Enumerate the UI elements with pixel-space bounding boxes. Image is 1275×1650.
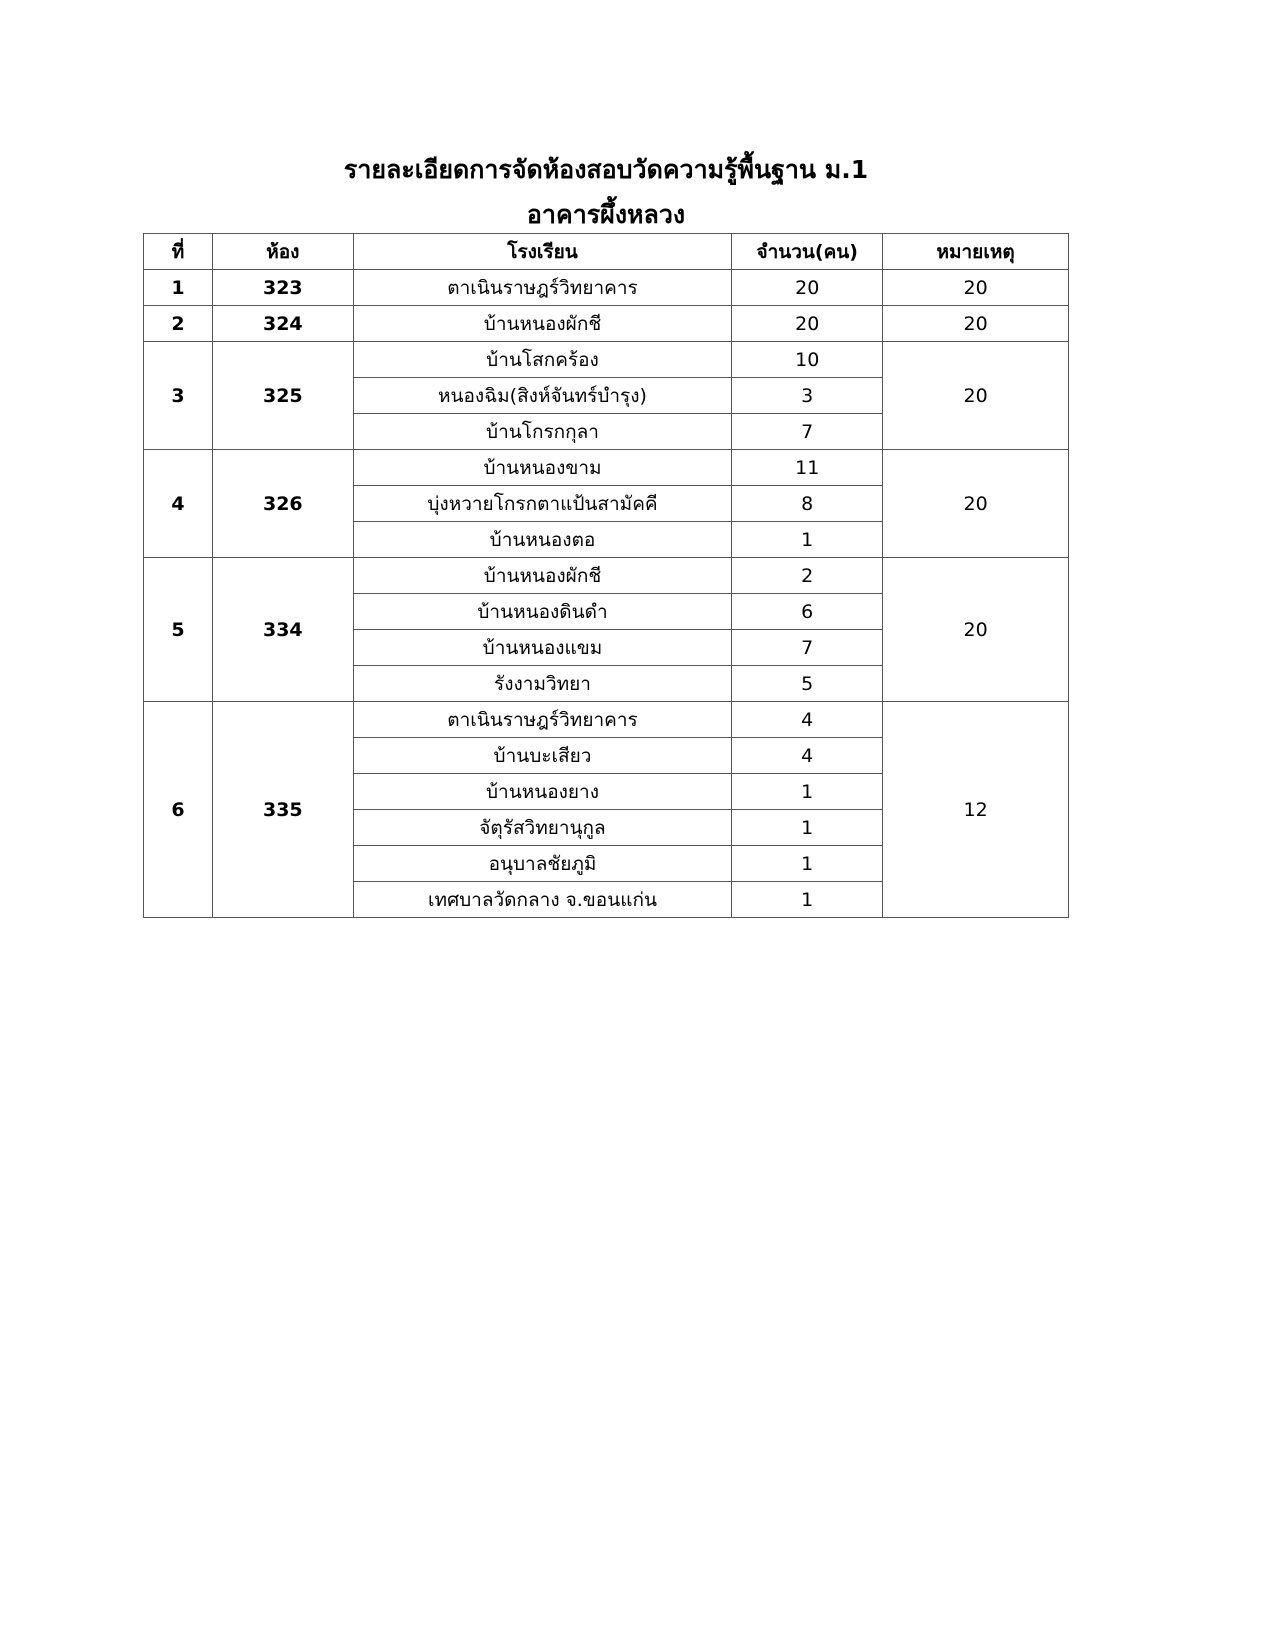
table-row: 2 324 บ้านหนองผักชี 20 20 [143,305,1069,342]
table-row: บ้านบะเสียว 4 [144,737,1069,774]
student-count: 10 [731,341,884,378]
table-row: บุ่งหวายโกรกตาแป้นสามัคคี 8 [144,485,1069,522]
school-name: บ้านโกรกกุลา [352,413,733,450]
school-name: รังงามวิทยา [352,665,733,702]
school-name: บ้านโสกคร้อง [352,341,733,378]
student-count: 1 [731,521,884,558]
student-count: 6 [731,593,884,630]
student-count: 1 [731,773,884,810]
student-count: 5 [731,665,884,702]
student-count: 20 [731,305,884,342]
table-row: บ้านหนองแขม 7 [144,629,1069,666]
student-count: 4 [731,737,884,774]
page-subtitle: อาคารผึ้งหลวง [526,200,686,229]
row-number: 1 [143,269,213,306]
school-name: ตาเนินราษฎร์วิทยาคาร [352,701,733,738]
exam-room-table: ที่ ห้อง โรงเรียน จำนวน(คน) หมายเหตุ 1 32… [143,233,1069,918]
room-number: 326 [211,449,354,558]
room-number: 325 [211,341,354,450]
school-name: บุ่งหวายโกรกตาแป้นสามัคคี [352,485,733,522]
header-no: ที่ [143,233,213,270]
school-name: เทศบาลวัดกลาง จ.ขอนแก่น [352,881,733,918]
room-number: 334 [211,557,354,702]
row-number: 5 [143,557,213,702]
school-name: อนุบาลชัยภูมิ [352,845,733,882]
row-number: 4 [143,449,213,558]
table-row: 4 326 บ้านหนองขาม 11 20 [143,449,1069,558]
note: 20 [882,449,1069,558]
school-name: จัตุรัสวิทยานุกูล [352,809,733,846]
student-count: 4 [731,701,884,738]
student-count: 8 [731,485,884,522]
row-number: 2 [143,305,213,342]
note: 20 [882,557,1069,702]
header-school: โรงเรียน [352,233,733,270]
table-row: หนองฉิม(สิงห์จันทร์บำรุง) 3 [144,377,1069,414]
note: 20 [882,305,1069,342]
student-count: 1 [731,809,884,846]
school-name: บ้านหนองแขม [352,629,733,666]
student-count: 1 [731,845,884,882]
school-name: บ้านหนองขาม [352,449,733,486]
table-row: บ้านหนองยาง 1 [144,773,1069,810]
note: 20 [882,341,1069,450]
school-name: บ้านหนองยาง [352,773,733,810]
student-count: 1 [731,881,884,918]
table-row: รังงามวิทยา 5 [144,665,1069,702]
student-count: 7 [731,413,884,450]
school-name: ตาเนินราษฎร์วิทยาคาร [352,269,733,306]
room-number: 324 [211,305,354,342]
school-name: บ้านหนองตอ [352,521,733,558]
table-row: 5 334 บ้านหนองผักชี 2 20 [143,557,1069,702]
row-number: 6 [143,701,213,918]
table-row: บ้านโกรกกุลา 7 [144,413,1069,450]
table-row: 1 323 ตาเนินราษฎร์วิทยาคาร 20 20 [143,269,1069,306]
room-number: 335 [211,701,354,918]
table-row: บ้านหนองตอ 1 [144,521,1069,558]
note: 12 [882,701,1069,918]
school-name: บ้านหนองดินดำ [352,593,733,630]
header-row: ที่ ห้อง โรงเรียน จำนวน(คน) หมายเหตุ [143,233,1069,270]
student-count: 2 [731,557,884,594]
room-number: 323 [211,269,354,306]
school-name: หนองฉิม(สิงห์จันทร์บำรุง) [352,377,733,414]
student-count: 3 [731,377,884,414]
note: 20 [882,269,1069,306]
school-name: บ้านหนองผักชี [352,557,733,594]
header-note: หมายเหตุ [882,233,1069,270]
student-count: 7 [731,629,884,666]
row-number: 3 [143,341,213,450]
table-row: 6 335 ตาเนินราษฎร์วิทยาคาร 4 12 [143,701,1069,918]
table-row: บ้านหนองดินดำ 6 [144,593,1069,630]
school-name: บ้านบะเสียว [352,737,733,774]
header-count: จำนวน(คน) [731,233,884,270]
header-room: ห้อง [211,233,354,270]
table-row: เทศบาลวัดกลาง จ.ขอนแก่น 1 [144,881,1069,918]
table-row: 3 325 บ้านโสกคร้อง 10 20 [143,341,1069,450]
student-count: 20 [731,269,884,306]
student-count: 11 [731,449,884,486]
school-name: บ้านหนองผักชี [352,305,733,342]
page-title: รายละเอียดการจัดห้องสอบวัดความรู้พื้นฐาน… [343,155,869,184]
table-row: อนุบาลชัยภูมิ 1 [144,845,1069,882]
